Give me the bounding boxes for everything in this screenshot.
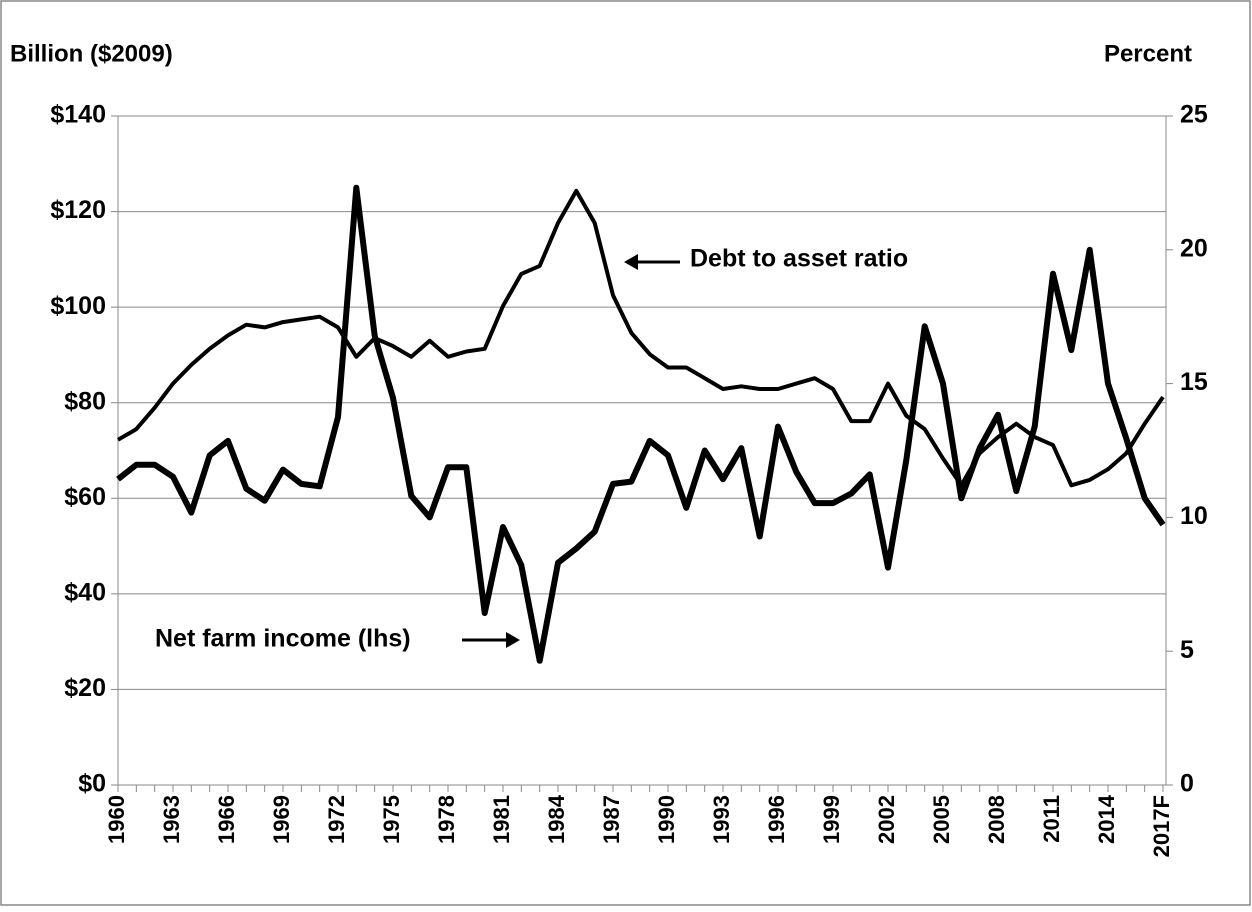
x-tick-label: 1981 xyxy=(489,795,514,844)
y2-tick-label: 20 xyxy=(1180,234,1208,262)
x-tick-label: 1990 xyxy=(654,795,679,844)
y2-tick-label: 10 xyxy=(1180,502,1208,530)
y2-tick-label: 25 xyxy=(1180,101,1208,129)
annotation: Debt to asset ratio xyxy=(690,245,908,273)
x-tick-label: 1999 xyxy=(819,795,844,844)
x-tick-label: 1993 xyxy=(709,795,734,844)
x-tick-label: 1987 xyxy=(599,795,624,844)
x-tick-label: 1996 xyxy=(764,795,789,844)
x-tick-label: 1984 xyxy=(544,794,569,844)
x-tick-label: 2011 xyxy=(1039,795,1064,843)
y2-tick-label: 5 xyxy=(1180,636,1194,664)
y-tick-label: $100 xyxy=(50,292,106,320)
x-tick-label: 2014 xyxy=(1094,794,1119,844)
x-tick-label: 2005 xyxy=(929,795,954,844)
x-tick-label: 1960 xyxy=(104,795,129,844)
y-axis-title: Billion ($2009) xyxy=(10,40,173,67)
x-tick-label: 1978 xyxy=(434,795,459,844)
y-tick-label: $60 xyxy=(64,483,106,511)
x-tick-label: 2017F xyxy=(1149,795,1174,857)
arrow-head xyxy=(624,254,638,270)
x-tick-label: 1966 xyxy=(214,795,239,844)
series-line xyxy=(116,188,1165,488)
y-tick-label: $140 xyxy=(50,101,106,129)
x-tick-label: 1969 xyxy=(269,795,294,844)
y-tick-label: $40 xyxy=(64,578,106,606)
series-line xyxy=(116,184,1166,664)
x-tick-label: 1963 xyxy=(159,795,184,844)
annotation: Net farm income (lhs) xyxy=(155,625,411,653)
y2-tick-label: 0 xyxy=(1180,770,1194,798)
y2-axis-title: Percent xyxy=(1104,40,1192,67)
x-tick-label: 1975 xyxy=(379,795,404,844)
y-tick-label: $120 xyxy=(50,196,106,224)
y2-tick-label: 15 xyxy=(1180,368,1208,396)
arrow-head xyxy=(506,632,520,648)
y-tick-label: $0 xyxy=(78,770,106,798)
x-tick-label: 2008 xyxy=(984,795,1009,844)
y-tick-label: $80 xyxy=(64,387,106,415)
y-tick-label: $20 xyxy=(64,674,106,702)
x-tick-label: 2002 xyxy=(874,795,899,844)
x-tick-label: 1972 xyxy=(324,795,349,844)
